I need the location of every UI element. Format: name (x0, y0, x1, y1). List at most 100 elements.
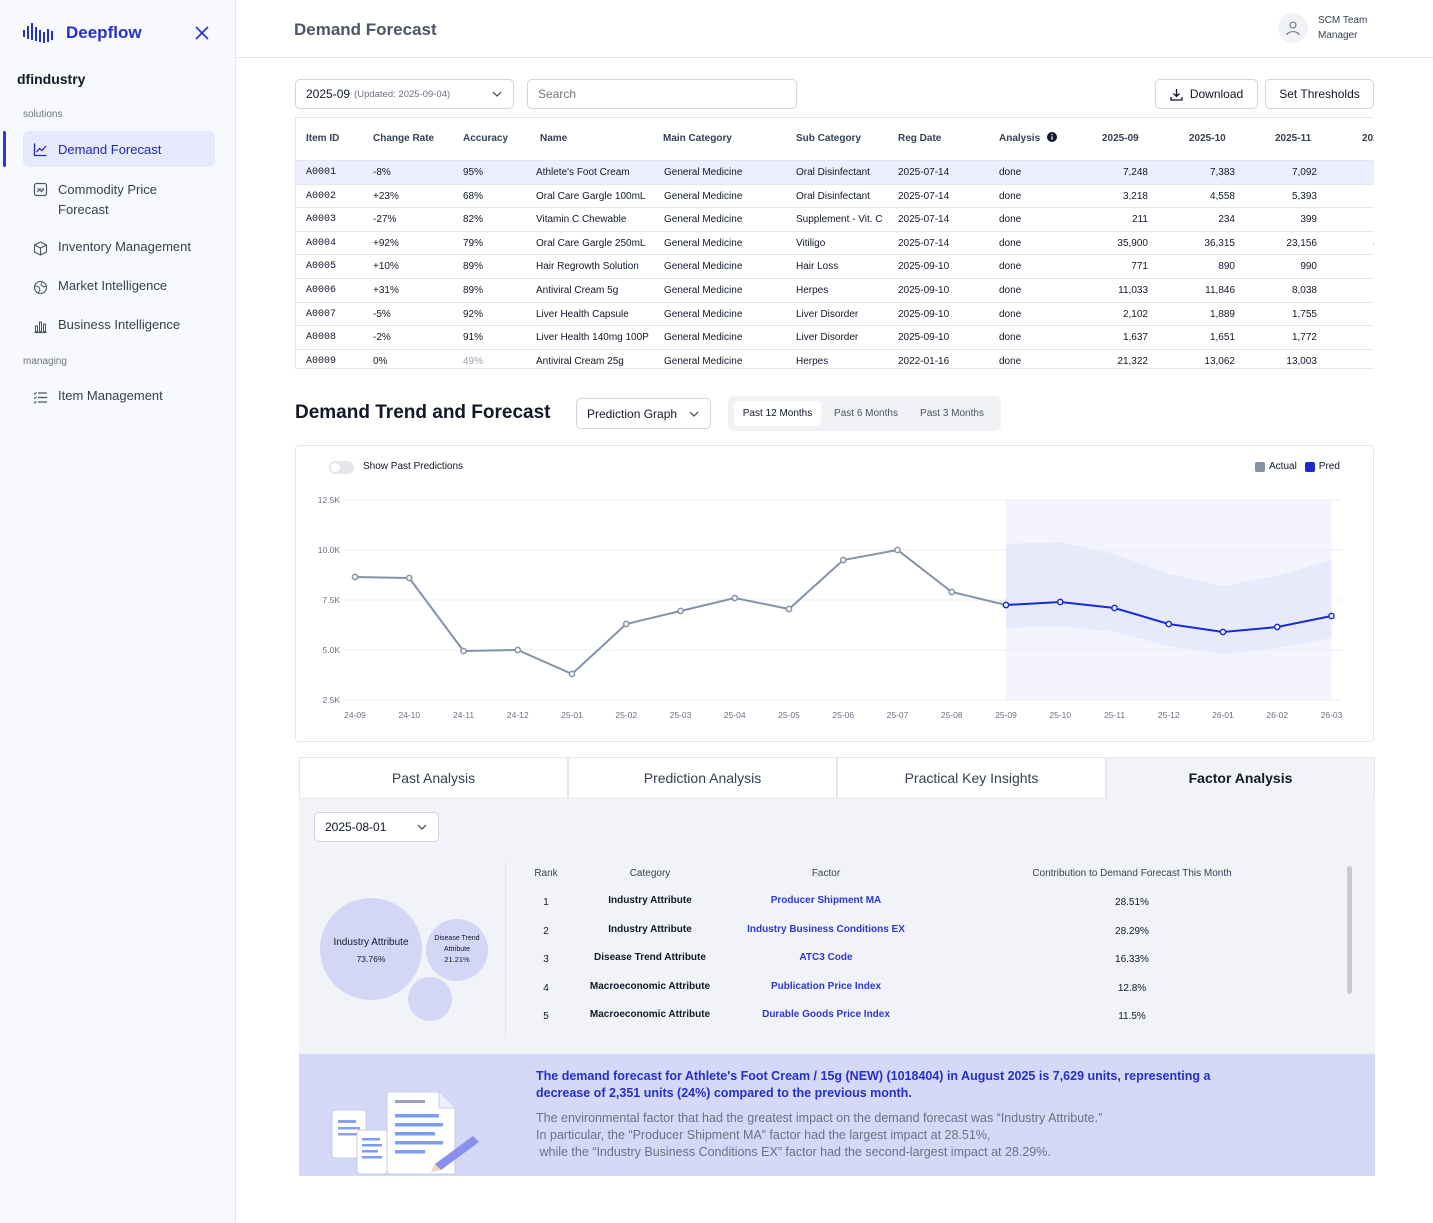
table-cell: 1,755 (1291, 308, 1317, 320)
sidebar: Deepflow dfindustry solutions Demand For… (0, 0, 236, 1223)
table-cell: done (999, 308, 1022, 320)
user-menu[interactable]: SCM Team Manager (1278, 13, 1367, 43)
x-tick-label: 24-11 (453, 710, 474, 720)
x-tick-label: 25-08 (941, 710, 963, 720)
label-line-1: Commodity Price (58, 182, 157, 197)
tab-prediction-analysis[interactable]: Prediction Analysis (568, 757, 837, 799)
close-sidebar-icon[interactable] (193, 24, 211, 42)
table-row[interactable]: A0002 +23% 68% Oral Care Gargle 100mL Genera… (296, 183, 1374, 208)
period-select[interactable]: 2025-09 (Updated: 2025-09-04) (295, 79, 514, 109)
sidebar-item-label: Inventory Management (58, 239, 191, 254)
col-header[interactable]: Name (540, 133, 568, 144)
table-row[interactable]: A0009 0% 49% Antiviral Cream 25g General Med… (296, 348, 1374, 368)
table-cell: 2025-09-10 (898, 285, 950, 296)
table-cell: done (999, 285, 1022, 296)
col-header[interactable]: 2025-12 (1362, 133, 1374, 144)
table-row[interactable]: A0001 -8% 95% Athlete's Foot Cream General M… (296, 160, 1374, 184)
table-row[interactable]: A0006 +31% 89% Antiviral Cream 5g General Me… (296, 278, 1374, 302)
sidebar-item-inventory[interactable]: Inventory Management (23, 239, 215, 256)
table-cell: 2025-07-14 (898, 214, 950, 226)
col-header[interactable]: 2025-10 (1189, 133, 1226, 144)
table-row[interactable]: A0005 +10% 89% Hair Regrowth Solution Genera… (296, 254, 1374, 278)
table-cell: 2025-09-10 (898, 308, 950, 320)
sidebar-item-commodity-price[interactable]: Commodity Price Forecast (23, 180, 215, 220)
table-cell: 2025-09-10 (898, 332, 950, 344)
period-value: 2025-09 (306, 87, 351, 101)
info-icon[interactable] (1046, 132, 1057, 142)
set-thresholds-button[interactable]: Set Thresholds (1265, 79, 1374, 109)
sidebar-item-market-intelligence[interactable]: Market Intelligence (23, 278, 215, 295)
table-row[interactable]: A0007 -5% 92% Liver Health Capsule General M… (296, 301, 1374, 326)
x-tick-label: 25-07 (887, 710, 909, 720)
actual-series-point (785, 605, 793, 613)
table-cell: 234 (1218, 214, 1235, 226)
download-button[interactable]: Download (1155, 79, 1258, 109)
factor-link[interactable]: ATC3 Code (799, 952, 853, 963)
legend-swatch-pred (1304, 461, 1315, 472)
box-icon (33, 241, 48, 256)
col-header-analysis[interactable]: Analysis (999, 118, 1057, 160)
col-header[interactable]: Item ID (306, 133, 340, 144)
factor-link[interactable]: Producer Shipment MA (770, 895, 882, 906)
tab-past-analysis[interactable]: Past Analysis (299, 757, 568, 799)
range-12-months[interactable]: Past 12 Months (734, 401, 821, 426)
col-header[interactable]: Main Category (663, 133, 732, 144)
toggle-knob (331, 463, 340, 472)
tab-factor-analysis[interactable]: Factor Analysis (1106, 757, 1375, 799)
table-cell: -8% (373, 167, 391, 178)
range-3-months[interactable]: Past 3 Months (920, 408, 984, 419)
table-row[interactable]: A0003 -27% 82% Vitamin C Chewable General Me… (296, 207, 1374, 231)
factor-analysis-panel: 2025-08-01 Industry Attribute 73.76% Dis… (299, 799, 1375, 1176)
factor-link[interactable]: Industry Business Conditions EX (747, 923, 905, 935)
sidebar-item-label: Commodity Price Forecast (58, 180, 157, 220)
actual-series-point (948, 588, 956, 596)
table-cell: 4,558 (1209, 190, 1235, 202)
actual-series-point (677, 607, 684, 615)
bubble-label: Disease Trend Attribute (426, 933, 488, 955)
insight-title: The demand forecast for Athlete's Foot C… (536, 1069, 1211, 1100)
factor-date-select[interactable]: 2025-08-01 (314, 812, 439, 842)
tab-practical-key-insights[interactable]: Practical Key Insights (837, 757, 1106, 799)
factor-table-scrollbar[interactable] (1347, 866, 1352, 994)
table-cell: 8,038 (1291, 285, 1317, 296)
search-input[interactable] (527, 79, 797, 109)
table-cell: 402 (1318, 208, 1374, 231)
col-header[interactable]: Accuracy (463, 133, 509, 144)
table-cell: 990 (1300, 261, 1317, 273)
avatar[interactable] (1278, 13, 1308, 43)
table-cell: A0005 (306, 261, 337, 273)
factor-link[interactable]: Durable Goods Price Index (762, 1009, 890, 1020)
bubble-macroeconomic[interactable] (408, 977, 452, 1021)
table-cell: done (999, 261, 1022, 273)
sidebar-item-demand-forecast[interactable]: Demand Forecast (23, 131, 215, 167)
app-logo[interactable]: Deepflow (22, 22, 142, 44)
table-row[interactable]: A0004 +92% 79% Oral Care Gargle 250mL Genera… (296, 230, 1374, 255)
col-header[interactable]: 2025-09 (1102, 133, 1139, 144)
table-cell: 12,980 (1318, 350, 1374, 368)
col-header: Contribution to Demand Forecast This Mon… (1032, 868, 1232, 879)
table-cell: 35,900 (1117, 237, 1148, 249)
factor-link[interactable]: Publication Price Index (770, 980, 882, 992)
globe-icon (33, 280, 48, 295)
bubble-disease-trend[interactable]: Disease Trend Attribute 21.21% (426, 919, 488, 981)
section-label-solutions: solutions (23, 109, 63, 120)
col-header[interactable]: Change Rate (373, 133, 435, 144)
table-cell: 771 (1131, 261, 1148, 273)
factor-cell: 11.5% (1118, 1011, 1146, 1022)
actual-series-point (894, 546, 901, 554)
insight-body: The environmental factor that had the gr… (536, 1110, 1296, 1161)
range-6-months[interactable]: Past 6 Months (834, 408, 898, 419)
table-row[interactable]: A0008 -2% 91% Liver Health 140mg 100P Genera… (296, 325, 1374, 349)
bubble-value: 73.76% (356, 954, 386, 964)
table-cell: 23,156 (1286, 237, 1317, 249)
factor-cell: 3 (543, 954, 549, 965)
bubble-industry-attribute[interactable]: Industry Attribute 73.76% (320, 898, 422, 1000)
col-header[interactable]: Reg Date (898, 133, 942, 144)
pred-series-point (1273, 623, 1281, 631)
sidebar-item-item-management[interactable]: Item Management (23, 388, 215, 405)
col-header[interactable]: 2025-11 (1275, 133, 1312, 144)
sidebar-item-business-intelligence[interactable]: Business Intelligence (23, 317, 215, 334)
col-header[interactable]: Sub Category (796, 133, 862, 144)
past-predictions-toggle[interactable] (329, 461, 354, 474)
view-select[interactable]: Prediction Graph (576, 398, 711, 429)
